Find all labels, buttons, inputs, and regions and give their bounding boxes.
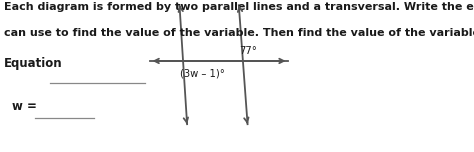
Text: w =: w = [12,100,37,113]
Text: can use to find the value of the variable. Then find the value of the variable.: can use to find the value of the variabl… [4,28,474,38]
Text: Each diagram is formed by two parallel lines and a transversal. Write the equati: Each diagram is formed by two parallel l… [4,2,474,12]
Text: (3w – 1)°: (3w – 1)° [181,68,225,78]
Text: 77°: 77° [240,46,257,56]
Text: Equation: Equation [4,57,62,70]
